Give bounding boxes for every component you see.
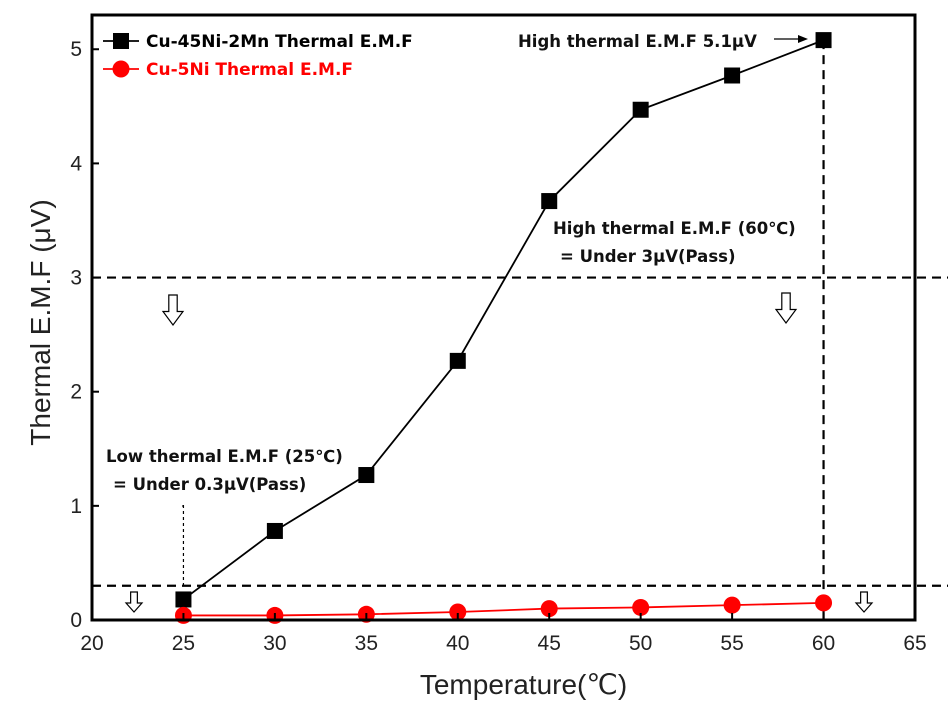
- x-tick-label: 30: [263, 632, 286, 655]
- data-point-circle: [815, 594, 833, 612]
- annotations: High thermal E.M.F 5.1μV High thermal E.…: [106, 32, 808, 507]
- data-point-square: [632, 101, 649, 118]
- annotation-peak-arrowhead: [798, 35, 808, 43]
- legend: Cu-45Ni-2Mn Thermal E.M.F Cu-5Ni Thermal…: [103, 32, 413, 80]
- y-tick-label: 0: [70, 609, 82, 632]
- down-arrow-icon: [774, 292, 798, 325]
- series-line-0: [182, 39, 824, 601]
- data-point-square: [724, 67, 741, 84]
- data-point-circle: [540, 600, 558, 618]
- down-arrow-icon: [854, 591, 874, 613]
- annotation-high-line1: High thermal E.M.F (60℃): [553, 219, 796, 238]
- legend-label-cu45ni2mn: Cu-45Ni-2Mn Thermal E.M.F: [146, 32, 413, 52]
- reference-lines: [92, 40, 948, 620]
- y-tick-label: 5: [70, 38, 82, 61]
- data-point-circle: [632, 598, 650, 616]
- x-tick-label: 45: [538, 632, 561, 655]
- legend-symbol-cu45ni2mn: [103, 33, 139, 49]
- x-tick-label: 35: [355, 632, 378, 655]
- x-tick-label: 20: [80, 632, 103, 655]
- annotation-low-line1: Low thermal E.M.F (25℃): [106, 447, 343, 466]
- y-axis-title: Thermal E.M.F (μV): [25, 199, 56, 445]
- legend-square-marker: [113, 33, 129, 49]
- data-point-square: [449, 352, 466, 369]
- legend-label-cu5ni: Cu-5Ni Thermal E.M.F: [146, 60, 353, 80]
- annotation-peak: High thermal E.M.F 5.1μV: [518, 32, 757, 51]
- legend-circle-marker: [112, 60, 130, 78]
- data-point-circle: [723, 596, 741, 614]
- legend-symbol-cu5ni: [103, 60, 139, 78]
- y-tick-label: 3: [70, 267, 82, 290]
- data-point-square: [175, 591, 192, 608]
- x-axis-title: Temperature(℃): [420, 669, 627, 700]
- x-tick-label: 40: [446, 632, 469, 655]
- down-arrow-icon: [124, 591, 144, 613]
- x-tick-label: 60: [812, 632, 835, 655]
- annotation-low-line2: = Under 0.3μV(Pass): [113, 475, 306, 494]
- arrow-icons: [124, 292, 874, 613]
- data-point-square: [815, 32, 832, 49]
- y-tick-label: 4: [70, 152, 82, 175]
- annotation-high-line2: = Under 3μV(Pass): [560, 247, 736, 266]
- x-tick-label: 55: [720, 632, 743, 655]
- y-tick-label: 1: [70, 495, 82, 518]
- x-tick-label: 50: [629, 632, 652, 655]
- y-tick-label: 2: [70, 381, 82, 404]
- data-point-square: [358, 467, 375, 484]
- series-layer: [174, 32, 833, 624]
- data-point-square: [266, 522, 283, 539]
- x-tick-label: 25: [172, 632, 195, 655]
- down-arrow-icon: [161, 294, 185, 327]
- series-line-1: [183, 601, 824, 617]
- data-point-square: [541, 193, 558, 210]
- x-tick-label: 65: [903, 632, 926, 655]
- data-point-circle: [449, 603, 467, 621]
- plot-frame: [90, 13, 917, 622]
